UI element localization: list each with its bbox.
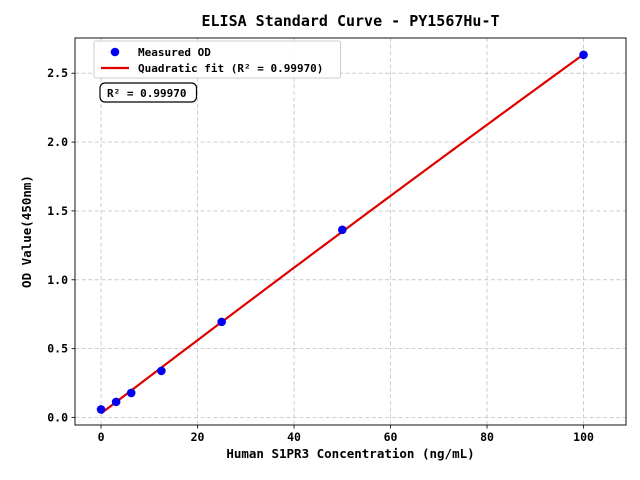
data-point [157,366,166,376]
r-squared-box [99,82,198,103]
x-tick-label: 20 [191,430,205,444]
data-point [96,405,106,414]
data-point [126,388,136,398]
data-point [217,317,226,327]
x-tick-label: 0 [98,430,105,444]
plot-border [74,37,627,426]
legend-label-quadratic-fit: Quadratic fit (R² = 0.99970) [138,62,323,75]
legend-dot-icon [110,47,120,57]
data-point [579,50,588,60]
x-axis-label: Human S1PR3 Concentration (ng/mL) [226,446,474,461]
y-tick-label: 0.0 [47,410,68,424]
data-point [337,225,347,235]
chart-title: ELISA Standard Curve - PY1567Hu-T [201,12,499,30]
x-tick-label: 60 [384,430,398,444]
y-tick-label: 0.5 [47,342,68,356]
y-tick-label: 2.0 [47,135,68,149]
r-squared-text: R² = 0.99970 [107,87,186,100]
y-tick-label: 1.5 [47,204,68,218]
y-tick-label: 2.5 [47,66,68,80]
y-axis-label: OD Value(450nm) [19,175,34,288]
data-point [111,397,121,407]
legend-label-measured-od: Measured OD [138,46,211,59]
legend-box [93,40,341,79]
y-tick-label: 1.0 [47,273,68,287]
x-tick-label: 40 [287,430,301,444]
x-tick-label: 100 [573,430,594,444]
x-tick-label: 80 [480,430,494,444]
